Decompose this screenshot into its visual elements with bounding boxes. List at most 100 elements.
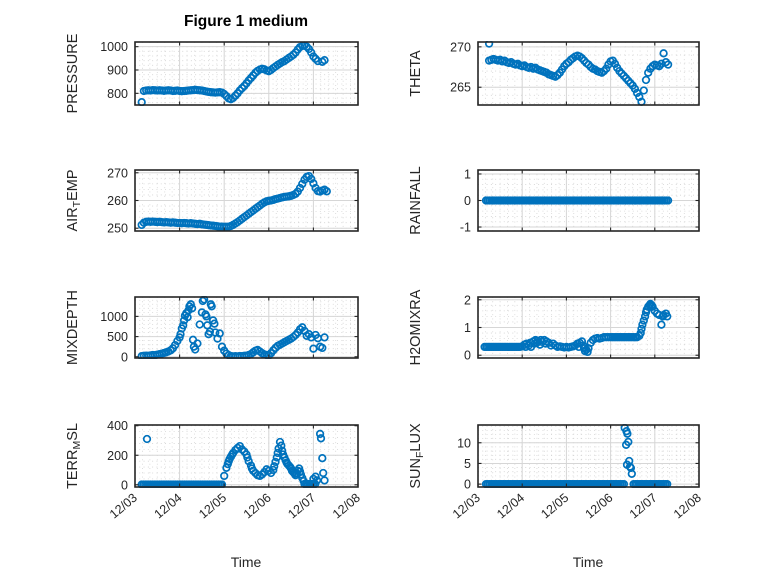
y-tick-label: 5: [464, 457, 471, 471]
scatter-points: [480, 299, 672, 357]
x-tick-label: 12/05: [538, 491, 571, 522]
data-point-marker: [318, 454, 327, 463]
y-tick-label: 200: [107, 449, 128, 463]
y-tick-label: 800: [107, 87, 128, 101]
data-point-marker: [202, 312, 211, 321]
data-point-marker: [271, 457, 280, 467]
data-point-marker: [311, 54, 320, 63]
data-point-marker: [187, 304, 197, 313]
y-axis-label: H2OMIXRA: [408, 289, 424, 365]
x-axis-label-left: Time: [231, 554, 262, 570]
y-tick-label: 1000: [100, 310, 128, 324]
y-tick-label: 1000: [100, 40, 128, 54]
data-point-marker: [484, 41, 494, 48]
y-axis-label: THETA: [408, 50, 424, 97]
y-tick-label: 400: [107, 419, 128, 433]
data-point-marker: [627, 469, 636, 478]
data-point-marker: [193, 339, 202, 348]
data-point-marker: [220, 89, 229, 99]
y-tick-label: 1: [464, 167, 471, 181]
tick-marks: [477, 42, 700, 105]
tick-marks: [134, 297, 359, 358]
major-grid: [478, 42, 699, 105]
data-point-marker: [663, 196, 673, 205]
data-point-marker: [217, 480, 227, 488]
subplot-air-temp: 250 260 270 AIRTEMP: [65, 166, 359, 236]
data-point-marker: [663, 60, 673, 69]
subplot-h2omixra: 0 1 2 H2OMIXRA: [408, 289, 700, 365]
tick-marks: [477, 170, 700, 231]
data-point-marker: [295, 183, 305, 193]
x-tick-label: 12/04: [152, 491, 185, 522]
scatter-points: [137, 171, 331, 231]
data-point-marker: [249, 466, 258, 475]
x-tick-label: 12/07: [285, 491, 318, 522]
data-point-marker: [243, 453, 252, 462]
axes-box: [134, 296, 359, 359]
y-axis-label: MIXDEPTH: [65, 290, 81, 365]
y-tick-label: 10: [457, 436, 471, 450]
data-point-marker: [307, 174, 316, 184]
scatter-points: [481, 424, 672, 488]
subplot-sun-flux: 0 5 10 12/03 12/04 12/05 12/06 12/07 12/08 SUNFLU…: [408, 423, 704, 521]
y-axis-label-text: SUN: [408, 458, 424, 489]
subplot-theta: 265 270 THETA: [408, 40, 700, 106]
scatter-points: [137, 296, 329, 359]
y-axis-label-text: THETA: [408, 50, 424, 97]
tick-marks: [134, 42, 359, 105]
data-point-marker: [311, 472, 320, 481]
data-point-marker: [630, 84, 640, 93]
y-axis-label-subscript: F: [414, 452, 426, 458]
data-point-marker: [637, 324, 646, 334]
data-point-marker: [638, 320, 647, 329]
data-point-marker: [312, 476, 322, 485]
data-point-marker: [228, 93, 238, 103]
data-point-marker: [291, 189, 300, 198]
subplot-terr-msl: 0 200 400 12/03 12/04 12/05 12/06 12/07 12/08 TER…: [65, 419, 363, 521]
y-axis-label-text: TERR: [65, 450, 81, 489]
scatter-points: [137, 41, 329, 106]
data-point-marker: [289, 50, 298, 59]
y-axis-label-text: MIXDEPTH: [65, 290, 81, 365]
y-tick-label: 500: [107, 330, 128, 344]
y-axis-label-text: RAINFALL: [408, 166, 424, 235]
data-point-marker: [298, 179, 307, 189]
y-tick-label: 1: [464, 321, 471, 335]
data-point-marker: [320, 333, 329, 342]
data-point-marker: [315, 429, 325, 439]
tick-marks: [477, 297, 700, 358]
y-axis-label-text: SL: [65, 423, 81, 441]
x-axis-label-right: Time: [573, 554, 604, 570]
data-point-marker: [210, 319, 219, 328]
data-point-marker: [237, 84, 247, 93]
y-tick-label: 260: [107, 194, 128, 208]
data-point-marker: [659, 49, 668, 58]
data-point-marker: [623, 429, 632, 438]
data-point-marker: [663, 312, 672, 321]
axes-box: [477, 424, 700, 488]
scatter-points: [484, 41, 673, 106]
y-tick-label: 0: [121, 478, 128, 492]
y-axis-label-text: PRESSURE: [65, 33, 81, 113]
data-point-marker: [277, 441, 286, 450]
scatter-points: [481, 196, 673, 205]
y-axis-label: SUNFLUX: [408, 423, 426, 489]
data-point-marker: [641, 75, 651, 85]
data-point-marker: [166, 346, 175, 355]
y-axis-label-text: H2OMIXRA: [408, 289, 424, 365]
data-point-marker: [636, 328, 645, 338]
y-tick-label: 265: [450, 81, 471, 95]
axes-box: [134, 424, 359, 488]
y-tick-label: 250: [107, 222, 128, 236]
y-axis-label-text: EMP: [65, 169, 81, 200]
subplot-pressure: 800 900 1000 PRESSURE: [65, 33, 359, 113]
y-axis-label: RAINFALL: [408, 166, 424, 235]
data-point-marker: [316, 434, 326, 443]
data-point-marker: [270, 462, 279, 471]
data-point-marker: [657, 320, 666, 329]
y-axis-label-text: AIR: [65, 207, 81, 231]
y-axis-label-text: LUX: [408, 423, 424, 452]
data-point-marker: [604, 333, 613, 342]
